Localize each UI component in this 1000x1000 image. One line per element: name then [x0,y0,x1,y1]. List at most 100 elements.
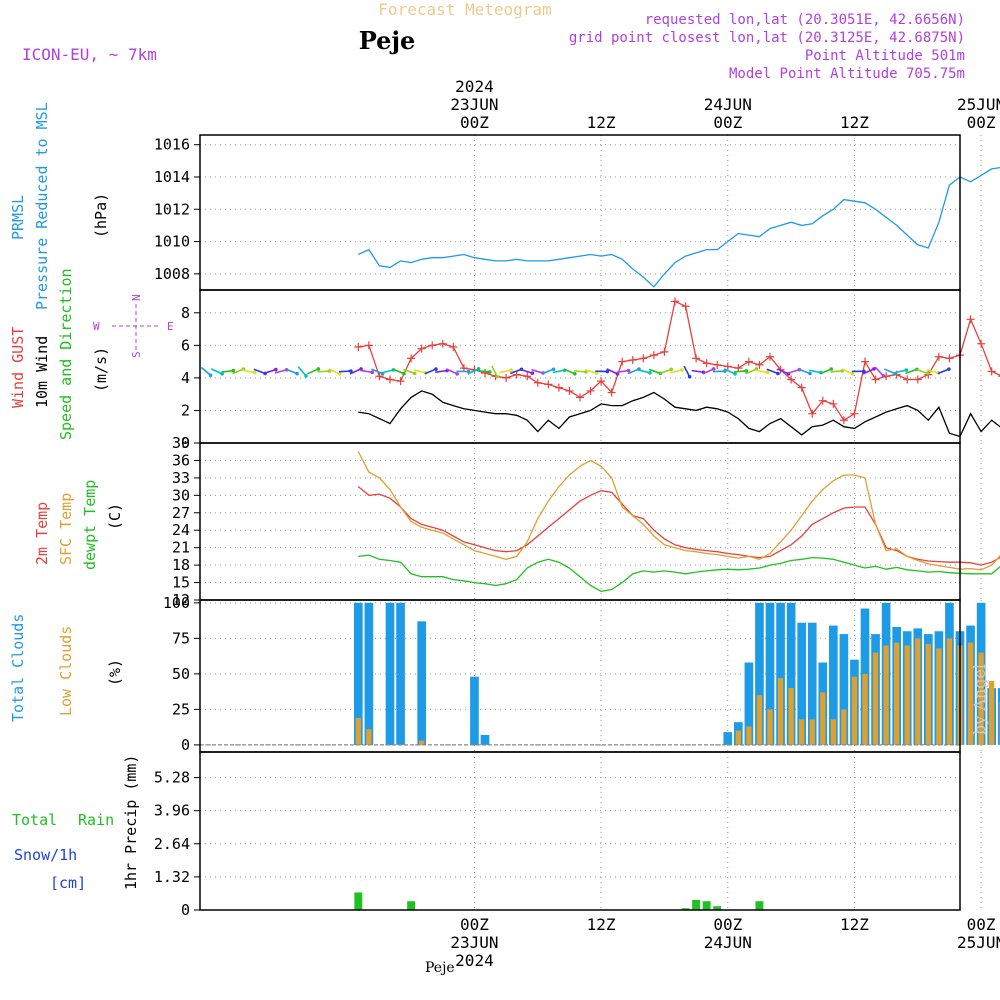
clouds-bar-primary [364,602,374,745]
clouds-bar-secondary [904,645,910,745]
clouds-bar-primary [385,602,395,745]
precip-axis-label: 1hr Precip (mm) [122,755,140,890]
wind-direction-arrow [307,368,319,375]
wind-direction-arrow [905,368,918,375]
wind-arrow-head [648,371,652,375]
y-tick-label: 39 [172,434,190,452]
point-altitude: Point Altitude 501m [805,48,965,64]
wind-arrow-head [455,372,460,376]
gust-marker [407,354,416,363]
wind-direction-arrow [606,368,618,375]
y-tick-label: 18 [172,556,190,574]
wind-direction-arrow [499,369,512,374]
wind-direction-arrow [371,368,383,375]
y-tick-label: 1012 [154,200,190,218]
wind-arrow-head [370,370,375,375]
wind-direction-arrow [317,370,330,373]
y-tick-label: 50 [172,665,190,683]
gust-marker [702,359,711,368]
clouds-bar-secondary [862,673,868,745]
clouds-bar-secondary [746,726,752,745]
grid-point-coords: grid point closest lon,lat (20.3125E, 42… [569,30,965,46]
gust-marker [481,369,489,378]
wind-arrow-head [711,367,716,371]
y-tick-label: 33 [172,469,190,487]
wind-direction-arrow [862,368,875,375]
y-tick-label: 27 [172,504,190,522]
wind-arrow-head [808,371,812,376]
wind-arrow-head [573,371,577,376]
wind-arrow-head [669,367,673,372]
gust-marker [861,357,869,366]
compass-n: N [130,294,143,301]
clouds-bar-primary [807,622,817,745]
gust-marker [787,375,796,384]
wind-direction-arrow [297,366,307,377]
total-clouds-label: Total Clouds [9,614,27,722]
gust-marker [913,375,922,384]
wind-direction-arrow [392,368,405,375]
y-tick-label: 12 [172,591,190,609]
wind-direction-arrow [766,368,779,375]
clouds-bar-secondary [788,688,794,745]
compass-s: S [130,351,143,358]
temp-unit: (C) [106,503,124,530]
wind-direction-arrow [723,368,736,375]
y-tick-label: 75 [172,629,190,647]
y-tick-label: 4 [181,369,190,387]
clouds-bar-secondary [989,680,995,745]
wind-arrow-head [881,373,886,378]
wind-ylabel: Wind GUST 10m Wind Speed and Direction (… [9,268,174,440]
wind-direction-arrow [874,366,884,377]
compass-e: E [167,320,174,333]
wind-direction-arrow [937,368,950,375]
gust-marker [554,383,563,392]
clouds-bar-secondary [799,719,805,745]
gust-marker [639,354,648,363]
wind-direction-arrow [424,368,437,375]
wind-arrow-head [359,367,363,371]
y-tick-label: 1016 [154,136,190,154]
low-clouds-label: Low Clouds [57,626,75,716]
bottom-year-label: 2024 [455,951,494,970]
clouds-panel: 0 25 50 75 100 [163,594,1000,754]
wind-direction-arrow [616,369,629,374]
wind-10m-label: 10m Wind [33,336,51,408]
top-date-label: 23JUN [450,95,498,114]
y-tick-label: 1008 [154,265,190,283]
y-tick-label: 15 [172,574,190,592]
gust-marker [934,352,943,361]
panels: 1008101010121014101602468121518212427303… [154,134,1000,919]
wind-arrow-head [626,368,631,373]
gust-marker [364,341,373,350]
wind-arrow-head [476,367,481,371]
clouds-bar-secondary [978,652,984,745]
top-tick-label: 12Z [840,113,869,132]
wind-direction-arrow [349,368,362,375]
y-tick-label: 5.28 [154,769,190,787]
gust-marker [797,383,806,392]
wind-direction-arrow [531,368,544,374]
wind-line-wind-gust [358,300,1000,422]
wind-direction-arrow [328,368,341,375]
wind-arrow-head [862,369,866,374]
y-tick-label: 24 [172,521,190,539]
gust-marker [903,375,912,384]
gust-marker [977,339,986,348]
wind-direction-arrow [819,368,832,375]
gust-marker [597,377,606,386]
clouds-bar-secondary [883,645,889,745]
bottom-date-label: 23JUN [450,933,498,952]
gust-marker [744,357,753,366]
wind-direction-arrow [926,369,939,374]
gust-marker [681,302,690,311]
clouds-bar-primary [755,602,764,745]
wind-direction-arrow [542,368,554,375]
bottom-time-axis: 00Z23JUN202412Z00Z24JUN12Z00Z25JUN12Z [450,915,1000,970]
gust-marker [723,362,732,371]
wind-direction-arrow [491,365,498,378]
pressure-unit: (hPa) [92,193,110,238]
clouds-bar-secondary [967,642,974,745]
clouds-bar-primary [480,734,490,745]
y-tick-label: 1010 [154,233,190,251]
